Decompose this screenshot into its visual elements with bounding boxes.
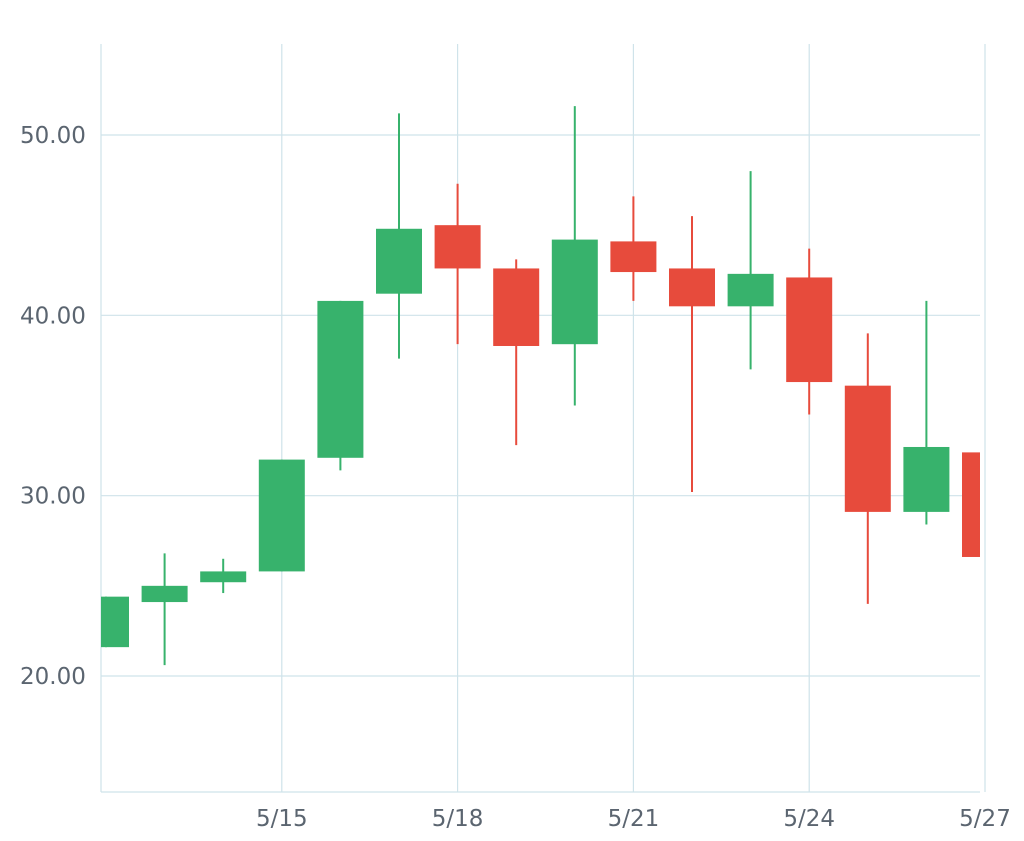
y-axis: 20.00 30.00 40.00 50.00	[20, 123, 86, 690]
candle-5-26	[903, 300, 950, 525]
x-tick-label: 5/21	[608, 806, 660, 832]
y-tick-label: 30.00	[20, 484, 86, 510]
candle-body	[376, 228, 422, 294]
candle-body	[786, 277, 833, 383]
candle-body	[551, 239, 598, 345]
x-tick-label: 5/15	[256, 806, 308, 832]
candle-5-12	[101, 596, 129, 648]
x-tick-label: 5/27	[959, 806, 1011, 832]
candle-body	[727, 273, 774, 307]
candle-body	[962, 452, 980, 557]
candle-body	[200, 571, 247, 583]
candle-body	[610, 241, 657, 273]
x-tick-label: 5/18	[432, 806, 484, 832]
grid	[100, 44, 986, 793]
candle-5-23	[727, 171, 774, 370]
candle-5-22	[669, 216, 715, 493]
candle-body	[141, 585, 188, 603]
candle-body	[844, 385, 891, 512]
candle-body	[434, 225, 481, 269]
candle-5-18	[434, 183, 481, 345]
candle-5-20	[551, 106, 598, 406]
candle-5-14	[200, 558, 247, 594]
candle-body	[669, 268, 715, 307]
candle-5-25	[844, 333, 891, 604]
candle-body	[317, 300, 364, 458]
candle-5-17	[376, 113, 422, 359]
y-tick-label: 20.00	[20, 664, 86, 690]
candle-5-21	[610, 196, 657, 301]
x-tick-label: 5/24	[783, 806, 835, 832]
candle-5-16	[317, 300, 364, 471]
candle-5-13	[141, 553, 188, 666]
candle-body	[258, 459, 305, 572]
candles	[101, 106, 980, 666]
candle-5-24	[786, 248, 833, 415]
y-tick-label: 40.00	[20, 303, 86, 329]
candle-body	[101, 596, 129, 648]
candle-5-19	[493, 259, 540, 446]
y-tick-label: 50.00	[20, 123, 86, 149]
candle-5-15	[258, 459, 305, 572]
candle-body	[493, 268, 540, 346]
x-axis: 5/15 5/18 5/21 5/24 5/27	[256, 806, 1011, 832]
candle-5-27	[962, 452, 980, 557]
candle-body	[903, 446, 950, 512]
